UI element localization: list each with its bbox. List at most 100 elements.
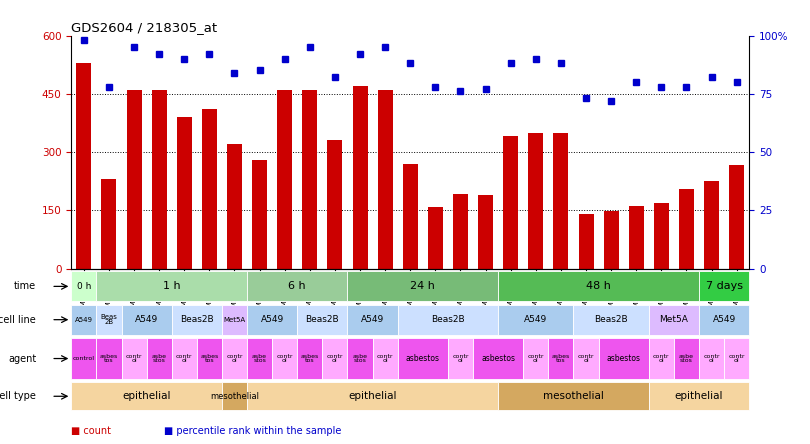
Bar bbox=[122, 305, 172, 335]
Bar bbox=[172, 338, 197, 379]
Bar bbox=[126, 90, 142, 269]
Bar bbox=[498, 271, 699, 301]
Bar bbox=[373, 338, 398, 379]
Text: 0 h: 0 h bbox=[77, 282, 91, 291]
Text: Beas2B: Beas2B bbox=[180, 315, 214, 324]
Bar bbox=[96, 338, 122, 379]
Bar bbox=[649, 338, 674, 379]
Text: contr
ol: contr ol bbox=[703, 354, 720, 363]
Bar bbox=[428, 207, 443, 269]
Bar bbox=[403, 164, 418, 269]
Bar bbox=[347, 305, 398, 335]
Text: asbes
tos: asbes tos bbox=[200, 354, 219, 363]
Text: asbe
stos: asbe stos bbox=[151, 354, 167, 363]
Bar bbox=[699, 305, 749, 335]
Bar bbox=[548, 338, 573, 379]
Bar bbox=[277, 90, 292, 269]
Bar bbox=[478, 195, 493, 269]
Text: Beas
2B: Beas 2B bbox=[100, 314, 117, 325]
Bar bbox=[71, 305, 96, 335]
Bar bbox=[629, 206, 644, 269]
Bar bbox=[599, 338, 649, 379]
Text: asbestos: asbestos bbox=[607, 354, 641, 363]
Bar bbox=[498, 382, 649, 410]
Bar bbox=[704, 181, 719, 269]
Text: Beas2B: Beas2B bbox=[431, 315, 465, 324]
Bar bbox=[679, 189, 694, 269]
Bar bbox=[528, 133, 544, 269]
Text: contr
ol: contr ol bbox=[176, 354, 193, 363]
Text: epithelial: epithelial bbox=[348, 391, 397, 401]
Bar bbox=[573, 338, 599, 379]
Text: A549: A549 bbox=[75, 317, 93, 323]
Bar bbox=[377, 90, 393, 269]
Text: cell line: cell line bbox=[0, 315, 36, 325]
Bar bbox=[498, 305, 573, 335]
Text: A549: A549 bbox=[713, 315, 735, 324]
Text: asbestos: asbestos bbox=[406, 354, 440, 363]
Text: A549: A549 bbox=[135, 315, 158, 324]
Text: contr
ol: contr ol bbox=[728, 354, 745, 363]
Text: A549: A549 bbox=[361, 315, 384, 324]
Text: contr
ol: contr ol bbox=[377, 354, 394, 363]
Bar bbox=[96, 271, 247, 301]
Bar bbox=[322, 338, 347, 379]
Bar bbox=[247, 271, 347, 301]
Bar bbox=[578, 214, 594, 269]
Bar bbox=[272, 338, 297, 379]
Bar bbox=[76, 63, 92, 269]
Bar bbox=[503, 136, 518, 269]
Bar bbox=[71, 271, 96, 301]
Bar bbox=[553, 133, 569, 269]
Text: asbes
tos: asbes tos bbox=[301, 354, 319, 363]
Bar bbox=[573, 305, 649, 335]
Text: asbes
tos: asbes tos bbox=[100, 354, 118, 363]
Text: cell type: cell type bbox=[0, 391, 36, 401]
Bar bbox=[674, 338, 699, 379]
Text: contr
ol: contr ol bbox=[226, 354, 243, 363]
Text: Met5A: Met5A bbox=[659, 315, 688, 324]
Bar bbox=[252, 160, 267, 269]
Text: 7 days: 7 days bbox=[706, 281, 743, 291]
Text: asbe
stos: asbe stos bbox=[352, 354, 368, 363]
Text: mesothelial: mesothelial bbox=[210, 392, 259, 401]
Bar bbox=[71, 382, 222, 410]
Bar bbox=[147, 338, 172, 379]
Text: mesothelial: mesothelial bbox=[543, 391, 604, 401]
Text: 6 h: 6 h bbox=[288, 281, 306, 291]
Bar bbox=[302, 90, 318, 269]
Bar bbox=[603, 211, 619, 269]
Bar bbox=[197, 338, 222, 379]
Bar bbox=[654, 202, 669, 269]
Text: asbe
stos: asbe stos bbox=[252, 354, 267, 363]
Text: 48 h: 48 h bbox=[586, 281, 611, 291]
Bar bbox=[151, 90, 167, 269]
Text: contr
ol: contr ol bbox=[653, 354, 670, 363]
Text: contr
ol: contr ol bbox=[326, 354, 343, 363]
Text: epithelial: epithelial bbox=[675, 391, 723, 401]
Bar bbox=[227, 144, 242, 269]
Text: ■ percentile rank within the sample: ■ percentile rank within the sample bbox=[164, 426, 342, 436]
Bar bbox=[523, 338, 548, 379]
Text: ■ count: ■ count bbox=[71, 426, 111, 436]
Text: asbe
stos: asbe stos bbox=[679, 354, 694, 363]
Text: contr
ol: contr ol bbox=[452, 354, 469, 363]
Bar bbox=[398, 338, 448, 379]
Bar bbox=[699, 338, 724, 379]
Text: time: time bbox=[14, 281, 36, 291]
Bar bbox=[247, 338, 272, 379]
Text: epithelial: epithelial bbox=[122, 391, 171, 401]
Text: GDS2604 / 218305_at: GDS2604 / 218305_at bbox=[71, 21, 217, 34]
Bar bbox=[327, 140, 343, 269]
Bar bbox=[448, 338, 473, 379]
Text: control: control bbox=[73, 356, 95, 361]
Text: 24 h: 24 h bbox=[411, 281, 435, 291]
Bar bbox=[222, 338, 247, 379]
Bar bbox=[649, 382, 749, 410]
Bar bbox=[297, 338, 322, 379]
Text: contr
ol: contr ol bbox=[126, 354, 143, 363]
Text: contr
ol: contr ol bbox=[578, 354, 595, 363]
Bar bbox=[122, 338, 147, 379]
Bar bbox=[247, 305, 297, 335]
Bar bbox=[297, 305, 347, 335]
